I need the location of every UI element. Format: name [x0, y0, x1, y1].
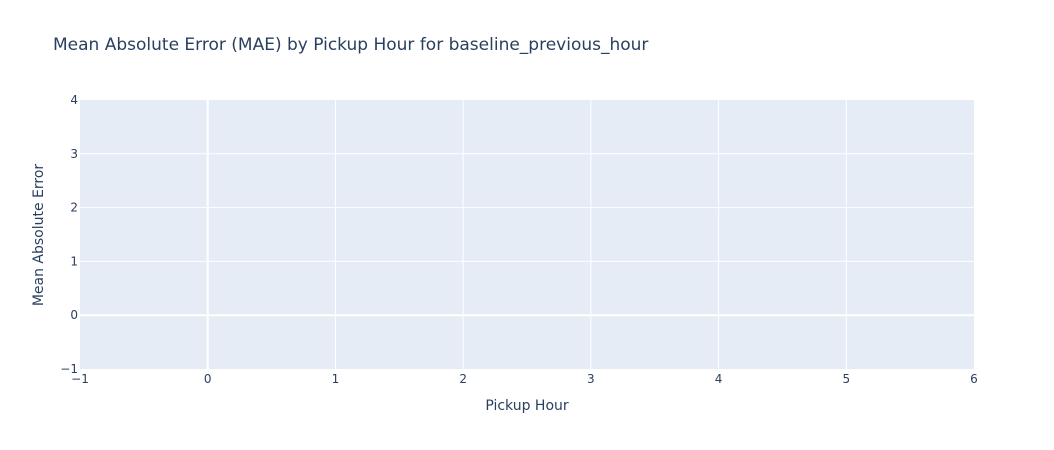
y-tick-label: −1 — [60, 362, 78, 376]
x-tick-label: 1 — [332, 372, 340, 386]
y-tick-label: 0 — [70, 308, 78, 322]
y-tick-label: 3 — [70, 147, 78, 161]
x-tick-label: 4 — [715, 372, 723, 386]
grid — [80, 100, 974, 369]
x-tick-label: −1 — [71, 372, 89, 386]
x-tick-label: 5 — [842, 372, 850, 386]
chart-title: Mean Absolute Error (MAE) by Pickup Hour… — [53, 35, 648, 55]
y-axis-title: Mean Absolute Error — [31, 164, 47, 307]
x-tick-label: 6 — [970, 372, 978, 386]
plot-area — [80, 100, 974, 369]
y-tick-label: 2 — [70, 201, 78, 215]
x-tick-label: 0 — [204, 372, 212, 386]
x-axis-title: Pickup Hour — [485, 398, 569, 414]
x-tick-label: 2 — [459, 372, 467, 386]
y-tick-label: 4 — [70, 93, 78, 107]
y-tick-label: 1 — [70, 254, 78, 268]
tick-labels: −1 0 1 2 3 4 5 6 −1 0 1 2 3 4 — [60, 93, 978, 386]
x-tick-label: 3 — [587, 372, 595, 386]
